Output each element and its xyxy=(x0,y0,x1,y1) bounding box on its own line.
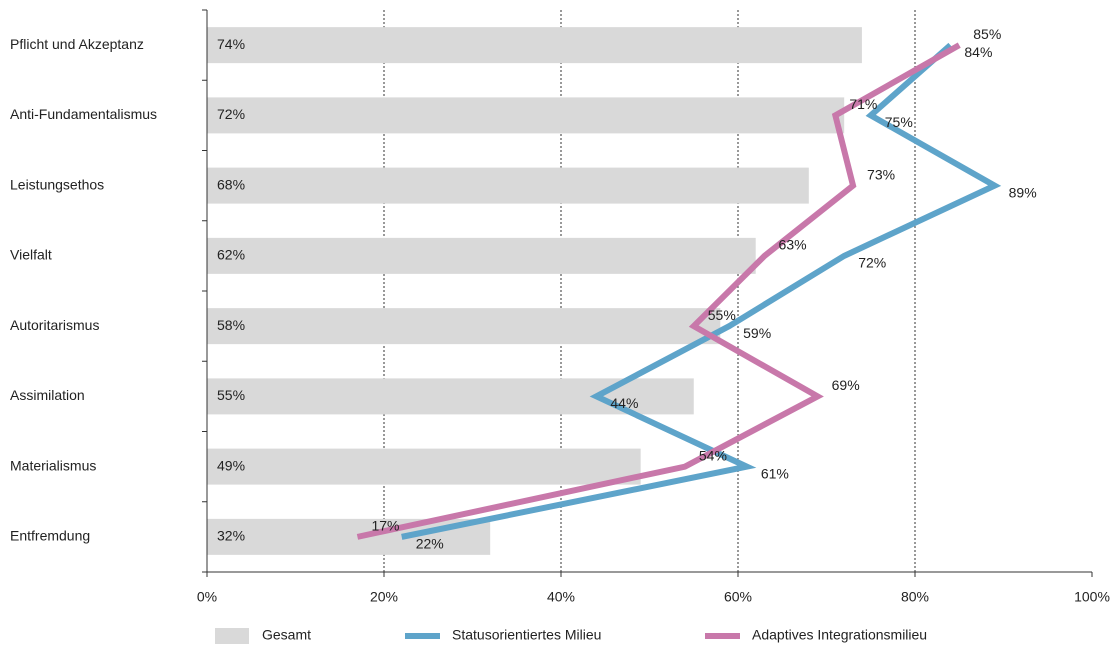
y-tick-label: Entfremdung xyxy=(10,528,90,544)
bar xyxy=(207,448,641,485)
legend-label: Gesamt xyxy=(262,627,311,643)
bar xyxy=(207,27,862,64)
y-tick-label: Materialismus xyxy=(10,457,96,473)
line-label: 73% xyxy=(867,166,895,182)
line-label: 54% xyxy=(699,447,727,463)
line-label: 63% xyxy=(779,237,807,253)
bar-label: 49% xyxy=(217,457,245,473)
line-label: 22% xyxy=(416,536,444,552)
bar xyxy=(207,308,721,345)
bar-label: 68% xyxy=(217,176,245,192)
bar-label: 32% xyxy=(217,528,245,544)
y-tick-label: Assimilation xyxy=(10,387,85,403)
bar-label: 58% xyxy=(217,317,245,333)
legend-swatch xyxy=(215,628,249,644)
bar xyxy=(207,378,694,415)
line-label: 69% xyxy=(832,377,860,393)
line-series xyxy=(356,42,961,540)
bar-label: 72% xyxy=(217,106,245,122)
y-tick-label: Autoritarismus xyxy=(10,317,99,333)
x-tick-label: 60% xyxy=(724,589,752,605)
line-label: 71% xyxy=(849,96,877,112)
y-tick-label: Anti-Fundamentalismus xyxy=(10,106,157,122)
bar-label: 74% xyxy=(217,36,245,52)
bar xyxy=(207,518,491,555)
x-tick-label: 0% xyxy=(197,589,217,605)
line-label: 59% xyxy=(743,325,771,341)
bar xyxy=(207,237,756,274)
bar xyxy=(207,97,845,134)
y-tick-label: Vielfalt xyxy=(10,247,52,263)
line-label: 75% xyxy=(885,114,913,130)
line-label: 72% xyxy=(858,255,886,271)
y-tick-label: Leistungsethos xyxy=(10,176,104,192)
line-label: 84% xyxy=(964,44,992,60)
bar-label: 55% xyxy=(217,387,245,403)
bar-label: 62% xyxy=(217,247,245,263)
line-label: 61% xyxy=(761,465,789,481)
bar xyxy=(207,167,809,204)
legend-label: Adaptives Integrationsmilieu xyxy=(752,627,927,643)
x-tick-label: 20% xyxy=(370,589,398,605)
x-tick-label: 100% xyxy=(1074,589,1110,605)
line-label: 55% xyxy=(708,307,736,323)
line-label: 17% xyxy=(371,518,399,534)
line-label: 85% xyxy=(973,26,1001,42)
legend-label: Statusorientiertes Milieu xyxy=(452,627,601,643)
x-tick-label: 40% xyxy=(547,589,575,605)
y-tick-label: Pflicht und Akzeptanz xyxy=(10,36,144,52)
line-series xyxy=(401,42,1002,540)
x-tick-label: 80% xyxy=(901,589,929,605)
line-label: 89% xyxy=(1009,184,1037,200)
line-label: 44% xyxy=(610,395,638,411)
